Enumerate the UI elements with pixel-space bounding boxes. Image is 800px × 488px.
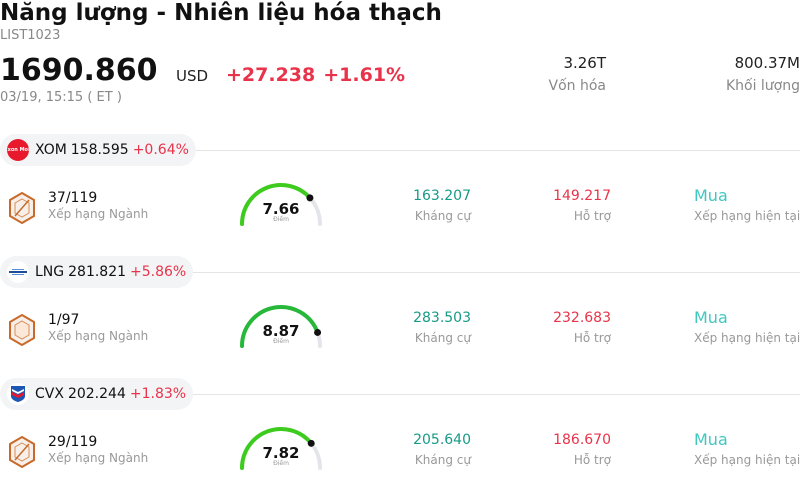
timestamp: 03/19, 15:15 ( ET ) bbox=[0, 90, 122, 105]
score-label: Điểm bbox=[273, 216, 289, 223]
stock-chip-lng[interactable]: LNG 281.821 +5.86% bbox=[0, 256, 194, 288]
score-gauge bbox=[240, 427, 322, 470]
industry-rank-label: Xếp hạng Ngành bbox=[48, 207, 149, 221]
stock-ticker: XOM bbox=[35, 142, 67, 158]
support-label: Hỗ trợ bbox=[573, 209, 611, 223]
rank-badge-icon bbox=[9, 314, 35, 346]
volume-label: Khối lượng bbox=[725, 78, 800, 94]
current-rating: Mua bbox=[694, 308, 728, 327]
stock-group: LNG 281.821 +5.86% 1/97 Xếp hạng Ngành 8… bbox=[0, 256, 800, 378]
resistance-value: 205.640 bbox=[413, 432, 471, 448]
change-percent: +1.61% bbox=[323, 64, 406, 86]
stock-chip-xom[interactable]: Exxon Mobil XOM 158.595 +0.64% bbox=[0, 134, 196, 166]
resistance-label: Kháng cự bbox=[414, 453, 471, 467]
stock-price: 281.821 bbox=[68, 264, 127, 280]
resistance-value: 163.207 bbox=[413, 188, 471, 204]
current-rating-label: Xếp hạng hiện tại bbox=[694, 331, 800, 345]
list-code: LIST1023 bbox=[0, 28, 61, 43]
volume-value: 800.37M bbox=[734, 54, 800, 72]
gauge-fill bbox=[240, 305, 320, 348]
divider bbox=[0, 394, 800, 395]
stock-change: +1.83% bbox=[129, 386, 187, 402]
stock-price: 158.595 bbox=[70, 142, 129, 158]
support-label: Hỗ trợ bbox=[573, 331, 611, 345]
stock-ticker: LNG bbox=[35, 264, 65, 280]
rank-badge-icon bbox=[9, 192, 35, 224]
resistance-label: Kháng cự bbox=[414, 331, 471, 345]
page-title: Năng lượng - Nhiên liệu hóa thạch bbox=[0, 0, 442, 26]
market-cap-label: Vốn hóa bbox=[548, 78, 606, 94]
support-value: 186.670 bbox=[553, 432, 611, 448]
current-rating-label: Xếp hạng hiện tại bbox=[694, 453, 800, 467]
index-change: +27.238 +1.61% bbox=[226, 64, 405, 86]
stock-group: Exxon Mobil XOM 158.595 +0.64% 37/119 Xế… bbox=[0, 134, 800, 256]
rank-badge-icon bbox=[9, 436, 35, 468]
score-label: Điểm bbox=[273, 338, 289, 345]
resistance-label: Kháng cự bbox=[414, 209, 471, 223]
stock-change: +5.86% bbox=[130, 264, 187, 280]
resistance-value: 283.503 bbox=[413, 310, 471, 326]
gauge-marker bbox=[306, 194, 314, 202]
industry-rank-label: Xếp hạng Ngành bbox=[48, 329, 149, 343]
gauge-marker bbox=[307, 439, 315, 447]
support-value: 149.217 bbox=[553, 188, 611, 204]
score-value: 8.87 bbox=[262, 322, 300, 340]
score-gauge bbox=[240, 183, 322, 226]
score-value: 7.66 bbox=[262, 200, 300, 218]
score-label: Điểm bbox=[273, 460, 289, 467]
industry-rank-label: Xếp hạng Ngành bbox=[48, 451, 149, 465]
chevron-logo bbox=[7, 383, 29, 405]
currency-label: USD bbox=[176, 67, 209, 85]
gauge-fill bbox=[240, 183, 312, 226]
cheniere-logo bbox=[7, 261, 29, 283]
index-price: 1690.860 bbox=[0, 53, 158, 88]
score-value: 7.82 bbox=[262, 444, 300, 462]
score-gauge bbox=[240, 305, 322, 348]
gauge-fill bbox=[240, 427, 314, 470]
support-label: Hỗ trợ bbox=[573, 453, 611, 467]
stock-chip-cvx[interactable]: CVX 202.244 +1.83% bbox=[0, 378, 194, 410]
market-cap-value: 3.26T bbox=[563, 54, 606, 72]
current-rating-label: Xếp hạng hiện tại bbox=[694, 209, 800, 223]
stock-change: +0.64% bbox=[132, 142, 189, 158]
divider bbox=[0, 272, 800, 273]
current-rating: Mua bbox=[694, 430, 728, 449]
stock-ticker: CVX bbox=[35, 386, 64, 402]
divider bbox=[0, 150, 800, 151]
industry-rank: 1/97 bbox=[48, 312, 80, 328]
stock-price: 202.244 bbox=[67, 386, 126, 402]
current-rating: Mua bbox=[694, 186, 728, 205]
stock-group: CVX 202.244 +1.83% 29/119 Xếp hạng Ngành… bbox=[0, 378, 800, 488]
exxon-mobil-logo: Exxon Mobil bbox=[7, 139, 29, 161]
industry-rank: 37/119 bbox=[48, 190, 98, 206]
support-value: 232.683 bbox=[553, 310, 611, 326]
change-absolute: +27.238 bbox=[226, 64, 316, 86]
gauge-marker bbox=[314, 328, 322, 336]
industry-rank: 29/119 bbox=[48, 434, 98, 450]
